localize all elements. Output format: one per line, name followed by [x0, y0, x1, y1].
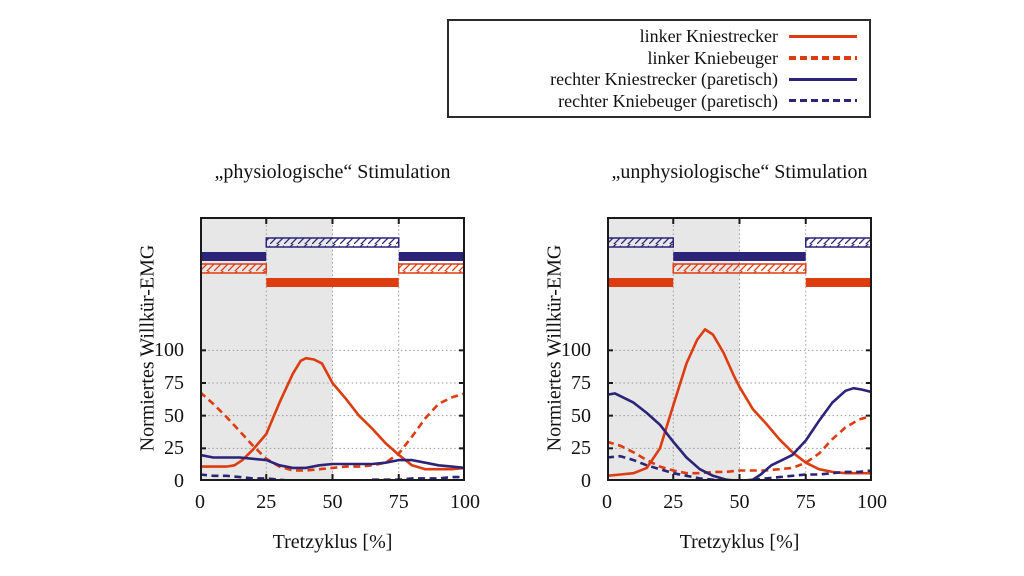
series-line [200, 473, 465, 481]
legend-line-sample-dashed-red [789, 56, 857, 60]
x-tick-labels-left: 0 25 50 75 100 [195, 491, 480, 517]
stim-bar-hatched-blue [607, 237, 674, 248]
legend-item: linker Kniestrecker [449, 27, 869, 45]
x-tick-label: 50 [322, 491, 343, 513]
stim-bar-hatched-orange [200, 263, 267, 274]
x-tick-label: 0 [195, 491, 205, 513]
x-tick-labels-right: 0 25 50 75 100 [602, 491, 887, 517]
stim-bar-hatched-blue [805, 237, 872, 248]
series-line [200, 453, 465, 470]
stim-bar-solid-orange [266, 278, 399, 287]
stim-bar-solid-orange [805, 278, 872, 287]
x-tick-label: 100 [857, 491, 887, 513]
y-tick-label: 100 [561, 339, 591, 362]
legend-label: rechter Kniebeuger (paretisch) [558, 90, 778, 111]
stim-bar-solid-blue [200, 252, 267, 261]
y-tick-label: 25 [571, 437, 591, 460]
x-tick-label: 25 [256, 491, 277, 513]
plot-title-right: „unphysiologische“ Stimulation [611, 161, 868, 183]
y-tick-label: 0 [174, 470, 184, 492]
legend-line-sample-dashed-blue [789, 98, 857, 103]
stim-bar-hatched-orange [672, 263, 807, 274]
legend-line-sample-solid-blue [789, 77, 857, 81]
y-tick-labels-left: 0 25 50 75 100 [140, 217, 192, 492]
series-line [607, 454, 872, 481]
plot-canvas-left [200, 217, 465, 481]
legend-item: rechter Kniebeuger (paretisch) [449, 92, 869, 110]
plot-frame [200, 217, 465, 481]
legend-item: rechter Kniestrecker (paretisch) [449, 70, 869, 88]
stim-bar-hatched-orange [398, 263, 465, 274]
y-tick-labels-right: 0 25 50 75 100 [547, 217, 599, 492]
x-tick-label: 100 [450, 491, 480, 513]
series-line [200, 356, 465, 471]
plot-canvas-right [607, 217, 872, 481]
legend-label: rechter Kniestrecker (paretisch) [550, 69, 778, 90]
stim-bar-solid-blue [398, 252, 465, 261]
series-line [200, 391, 465, 472]
stim-bar-solid-orange [607, 278, 674, 287]
y-tick-label: 75 [164, 371, 184, 394]
plot-frame [607, 217, 872, 481]
legend-item: linker Kniebeuger [449, 49, 869, 67]
y-tick-label: 75 [571, 371, 591, 394]
series-line [607, 328, 872, 478]
stim-bar-hatched-blue [265, 237, 400, 248]
y-tick-label: 0 [581, 470, 591, 492]
plot-title-left: „physiologische“ Stimulation [214, 161, 451, 183]
legend-label: linker Kniestrecker [639, 26, 778, 47]
y-tick-label: 100 [154, 339, 184, 362]
series-line [607, 414, 872, 475]
x-axis-label-left: Tretzyklus [%] [272, 531, 393, 553]
legend-line-sample-solid-red [789, 34, 857, 38]
x-tick-label: 50 [729, 491, 750, 513]
x-tick-label: 75 [388, 491, 409, 513]
legend-label: linker Kniebeuger [647, 47, 778, 68]
y-tick-label: 50 [571, 404, 591, 427]
y-tick-label: 25 [164, 437, 184, 460]
x-tick-label: 75 [795, 491, 816, 513]
stim-bar-solid-blue [673, 252, 806, 261]
x-tick-label: 0 [602, 491, 612, 513]
x-axis-label-right: Tretzyklus [%] [679, 531, 800, 553]
x-tick-label: 25 [663, 491, 684, 513]
legend: linker Kniestrecker linker Kniebeuger re… [447, 19, 871, 118]
y-tick-label: 50 [164, 404, 184, 427]
